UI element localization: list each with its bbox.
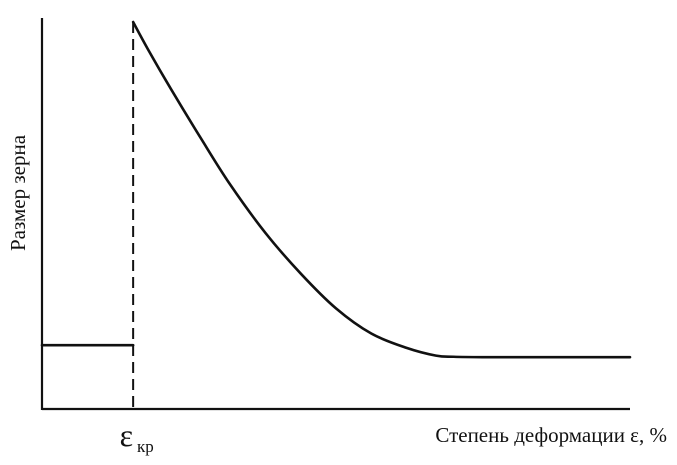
x-tick-subscript: кр: [137, 437, 154, 456]
x-tick-critical: ε кр: [120, 417, 154, 456]
x-axis-label: Степень деформации ε, %: [435, 423, 667, 447]
x-tick-symbol: ε: [120, 417, 133, 453]
series-line-post-critical: [131, 20, 632, 359]
series-group: [40, 20, 632, 359]
y-axis-label: Размер зерна: [6, 134, 30, 251]
